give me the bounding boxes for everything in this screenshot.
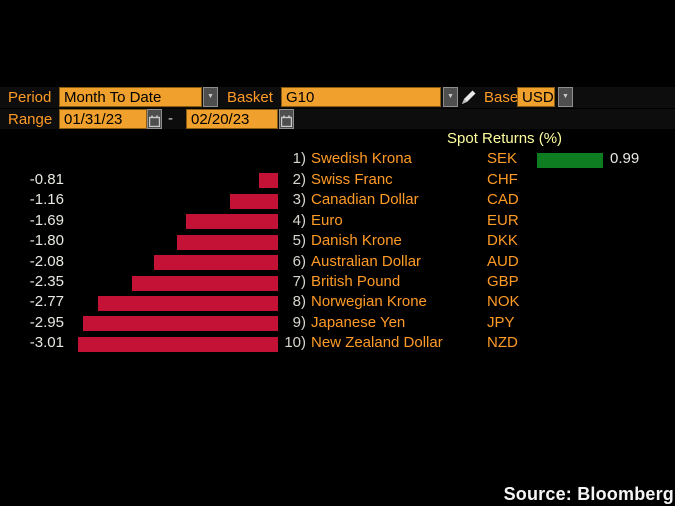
base-dropdown-button[interactable]: ▼	[558, 87, 573, 107]
range-separator: -	[168, 110, 173, 127]
negative-bar	[132, 276, 278, 291]
currency-code[interactable]: AUD	[487, 253, 519, 270]
range-label: Range	[8, 111, 53, 128]
base-label: Base	[484, 89, 519, 106]
range-start-field[interactable]: 01/31/23	[59, 109, 147, 129]
toolbar-row-1: Period Month To Date ▼ Basket G10 ▼ Base…	[0, 87, 675, 108]
currency-name[interactable]: Canadian Dollar	[311, 191, 419, 208]
negative-bar	[230, 194, 278, 209]
rank-label: 2)	[292, 171, 306, 188]
rank-label: 1)	[292, 150, 306, 167]
currency-code[interactable]: DKK	[487, 232, 518, 249]
period-field[interactable]: Month To Date	[59, 87, 202, 107]
toolbar-row-2: Range 01/31/23 - 02/20/23	[0, 109, 675, 129]
chevron-down-icon: ▼	[207, 93, 214, 100]
rank-label: 10)	[284, 334, 306, 351]
currency-code[interactable]: NOK	[487, 293, 520, 310]
currency-name[interactable]: New Zealand Dollar	[311, 334, 443, 351]
range-end-field[interactable]: 02/20/23	[186, 109, 278, 129]
rank-label: 3)	[292, 191, 306, 208]
pencil-icon	[462, 90, 476, 104]
negative-bar	[83, 316, 278, 331]
basket-dropdown-button[interactable]: ▼	[443, 87, 458, 107]
calendar-icon	[281, 115, 292, 127]
chevron-down-icon: ▼	[562, 93, 569, 100]
negative-bar	[154, 255, 278, 270]
currency-code[interactable]: EUR	[487, 212, 519, 229]
currency-name[interactable]: British Pound	[311, 273, 401, 290]
negative-bar	[98, 296, 278, 311]
bar-value-label: -3.01	[29, 334, 64, 351]
rank-label: 7)	[292, 273, 306, 290]
bar-value-label: -1.69	[29, 212, 64, 229]
negative-bar	[186, 214, 278, 229]
currency-name[interactable]: Swedish Krona	[311, 150, 412, 167]
rank-label: 8)	[292, 293, 306, 310]
negative-bar	[177, 235, 278, 250]
currency-name[interactable]: Norwegian Krone	[311, 293, 427, 310]
rank-label: 6)	[292, 253, 306, 270]
edit-basket-button[interactable]	[460, 88, 478, 106]
bar-value-label: -1.80	[29, 232, 64, 249]
bar-value-label: -0.81	[29, 171, 64, 188]
currency-name[interactable]: Euro	[311, 212, 343, 229]
currency-code[interactable]: CAD	[487, 191, 519, 208]
chart-title: Spot Returns (%)	[447, 130, 563, 147]
basket-label: Basket	[227, 89, 273, 106]
currency-name[interactable]: Japanese Yen	[311, 314, 406, 331]
currency-name[interactable]: Danish Krone	[311, 232, 402, 249]
range-end-calendar-button[interactable]	[279, 109, 294, 129]
bar-value-label: -2.77	[29, 293, 64, 310]
base-field[interactable]: USD	[517, 87, 555, 107]
rank-label: 5)	[292, 232, 306, 249]
currency-code[interactable]: JPY	[487, 314, 515, 331]
bar-value-label: -2.35	[29, 273, 64, 290]
period-label: Period	[8, 89, 52, 106]
negative-bar	[78, 337, 278, 352]
negative-bar	[259, 173, 278, 188]
bar-value-label: 0.99	[610, 150, 640, 167]
positive-bar	[537, 153, 603, 168]
source-credit: Source: Bloomberg	[503, 484, 674, 504]
currency-code[interactable]: NZD	[487, 334, 518, 351]
period-dropdown-button[interactable]: ▼	[203, 87, 218, 107]
currency-code[interactable]: CHF	[487, 171, 518, 188]
rank-label: 9)	[292, 314, 306, 331]
currency-name[interactable]: Australian Dollar	[311, 253, 422, 270]
calendar-icon	[149, 115, 160, 127]
chevron-down-icon: ▼	[447, 93, 454, 100]
currency-name[interactable]: Swiss Franc	[311, 171, 393, 188]
currency-code[interactable]: SEK	[487, 150, 518, 167]
bar-value-label: -1.16	[29, 191, 64, 208]
basket-field[interactable]: G10	[281, 87, 441, 107]
currency-code[interactable]: GBP	[487, 273, 519, 290]
bar-value-label: -2.95	[29, 314, 64, 331]
range-start-calendar-button[interactable]	[147, 109, 162, 129]
bar-value-label: -2.08	[29, 253, 64, 270]
rank-label: 4)	[292, 212, 306, 229]
